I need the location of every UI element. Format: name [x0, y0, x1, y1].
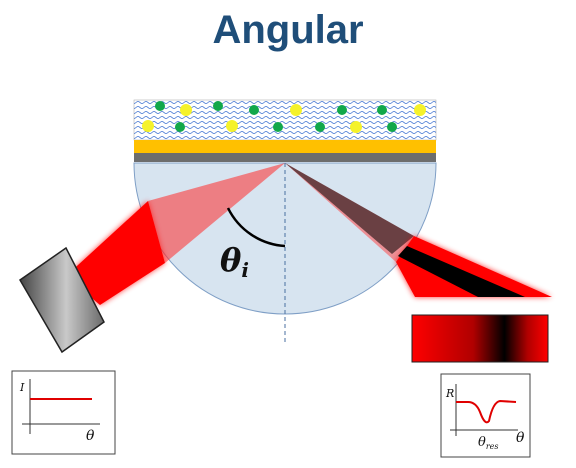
- incident-beam: [66, 163, 285, 305]
- left-plot-y-label: I: [19, 381, 25, 394]
- left-plot-x-label: θ: [86, 428, 95, 444]
- reflectivity-plot: R θ θres: [440, 373, 531, 458]
- incidence-angle-arc: [226, 207, 286, 248]
- detector-strip-icon: [411, 314, 549, 363]
- diagram-title: Angular: [212, 8, 364, 52]
- gold-film: [134, 140, 436, 153]
- reflectivity-dip-curve: [456, 399, 517, 424]
- reflected-beam: [285, 163, 552, 297]
- laser-source-icon: [19, 246, 105, 354]
- source-intensity-plot: I θ: [11, 370, 116, 455]
- sample-layer: [133, 99, 437, 141]
- incidence-angle-label: θi: [220, 241, 249, 282]
- right-plot-y-label: R: [445, 387, 454, 400]
- sensor-substrate: [134, 153, 436, 162]
- right-plot-x-label: θ: [516, 430, 525, 446]
- resonance-angle-label: θres: [478, 435, 499, 451]
